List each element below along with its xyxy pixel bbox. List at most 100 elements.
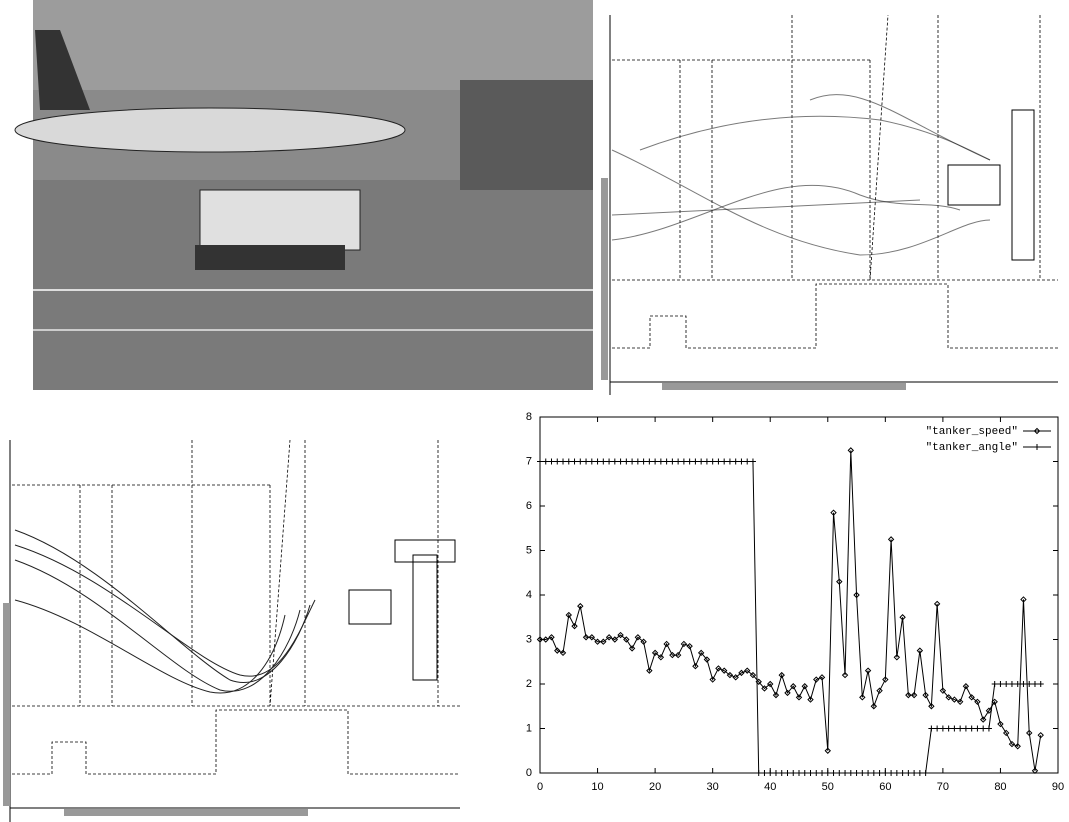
y-tick-label: 7 — [526, 455, 532, 467]
aircraft-outline — [349, 590, 391, 624]
series-line — [540, 450, 1041, 770]
y-tick-label: 2 — [526, 678, 532, 690]
x-tick-label: 60 — [879, 781, 891, 793]
data-point — [767, 770, 773, 776]
data-point — [877, 770, 883, 776]
x-tick-label: 0 — [537, 781, 543, 793]
legend-label: "tanker_speed" — [926, 426, 1018, 438]
aircraft-outline — [413, 555, 437, 680]
data-point — [842, 770, 848, 776]
aircraft-outline — [1012, 110, 1034, 260]
data-point — [836, 770, 842, 776]
data-point — [963, 726, 969, 732]
data-point — [618, 459, 624, 465]
lane-markings — [12, 440, 460, 774]
data-point — [992, 681, 998, 687]
trajectory — [810, 95, 990, 160]
x-tick-label: 80 — [994, 781, 1006, 793]
data-point — [951, 726, 957, 732]
data-point — [882, 770, 888, 776]
data-point — [980, 726, 986, 732]
data-point — [928, 726, 934, 732]
data-point — [687, 459, 693, 465]
aircraft-outline — [395, 540, 455, 562]
data-point — [635, 459, 641, 465]
data-point — [658, 459, 664, 465]
data-point — [911, 770, 917, 776]
scroll-bar — [3, 603, 10, 806]
trajectory — [612, 200, 920, 215]
y-tick-label: 4 — [526, 589, 532, 601]
data-point — [606, 459, 612, 465]
data-point — [560, 459, 566, 465]
data-point — [572, 459, 578, 465]
data-point — [537, 459, 543, 465]
x-tick-label: 20 — [649, 781, 661, 793]
trajectory — [612, 150, 990, 255]
data-point — [957, 726, 963, 732]
data-point — [543, 459, 549, 465]
trajectory — [15, 560, 300, 691]
data-point — [773, 770, 779, 776]
x-tick-label: 10 — [591, 781, 603, 793]
x-tick-label: 50 — [822, 781, 834, 793]
data-point — [905, 770, 911, 776]
y-tick-label: 3 — [526, 633, 532, 645]
data-point — [692, 459, 698, 465]
data-point — [756, 770, 762, 776]
airplane-fuselage — [15, 108, 405, 152]
data-point — [859, 770, 865, 776]
trajectory-diagram-bottom — [3, 440, 460, 822]
data-point — [669, 459, 675, 465]
data-point — [710, 459, 716, 465]
data-point — [721, 459, 727, 465]
data-point — [934, 726, 940, 732]
data-point — [566, 459, 572, 465]
trajectory — [15, 530, 310, 683]
aircraft-outline — [948, 165, 1000, 205]
data-point — [986, 726, 992, 732]
y-tick-label: 6 — [526, 500, 532, 512]
lane-markings — [612, 15, 1058, 348]
data-point — [848, 770, 854, 776]
data-point — [595, 459, 601, 465]
data-point — [1003, 681, 1009, 687]
data-point — [750, 459, 756, 465]
data-point — [813, 770, 819, 776]
data-point — [796, 770, 802, 776]
data-point — [917, 770, 923, 776]
data-point — [698, 459, 704, 465]
data-point — [997, 681, 1003, 687]
data-point — [583, 459, 589, 465]
x-tick-label: 90 — [1052, 781, 1064, 793]
trajectory — [640, 116, 990, 160]
data-point — [761, 770, 767, 776]
truck-chassis — [195, 245, 345, 270]
legend-marker — [1034, 444, 1040, 450]
x-tick-label: 30 — [707, 781, 719, 793]
data-point — [871, 770, 877, 776]
data-point — [946, 726, 952, 732]
data-point — [888, 770, 894, 776]
x-tick-label: 70 — [937, 781, 949, 793]
y-tick-label: 5 — [526, 544, 532, 556]
scroll-bar — [64, 809, 308, 816]
data-point — [865, 770, 871, 776]
data-point — [589, 459, 595, 465]
y-tick-label: 8 — [526, 411, 532, 423]
scroll-bar — [601, 178, 608, 380]
scroll-bar — [662, 383, 906, 390]
data-point — [623, 459, 629, 465]
data-point — [1020, 681, 1026, 687]
data-point — [554, 459, 560, 465]
data-point — [715, 459, 721, 465]
data-point — [577, 459, 583, 465]
data-point — [854, 770, 860, 776]
data-point — [681, 459, 687, 465]
data-point — [704, 459, 710, 465]
data-point — [923, 770, 929, 776]
figure: 0102030405060708090012345678"tanker_spee… — [0, 0, 1069, 822]
data-point — [612, 459, 618, 465]
data-point — [652, 459, 658, 465]
